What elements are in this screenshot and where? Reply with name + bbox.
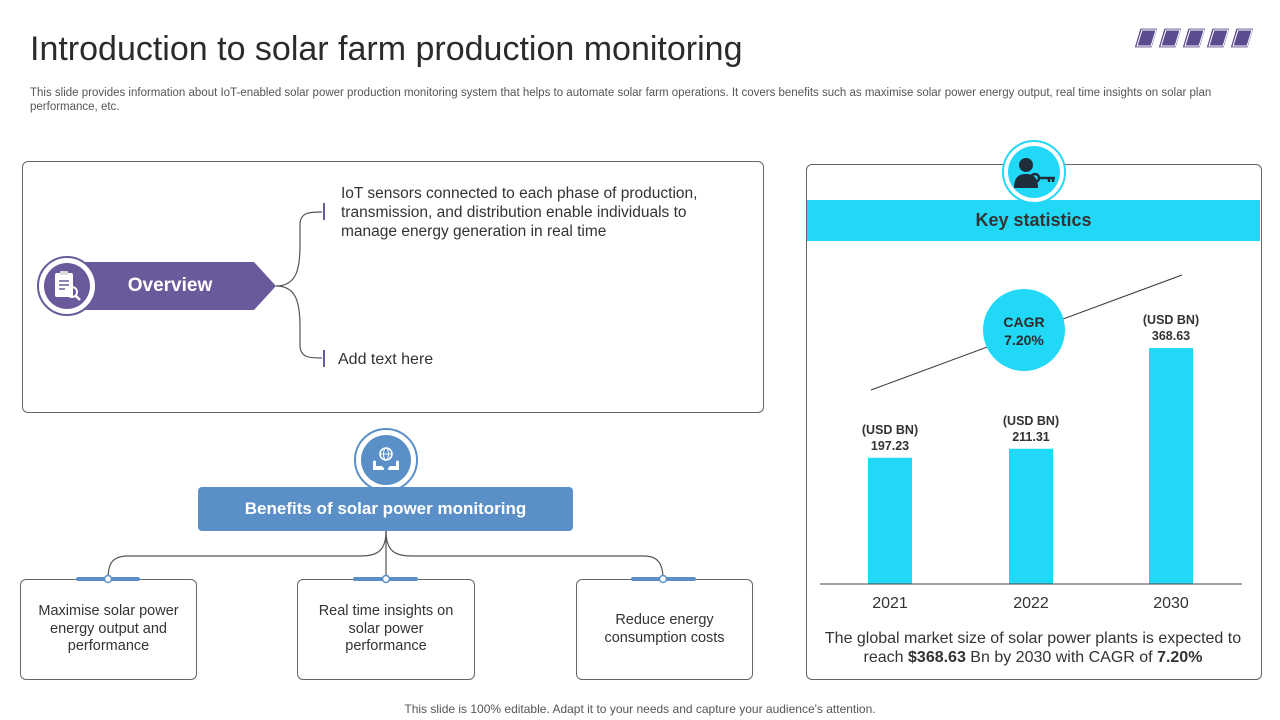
data-label-unit-2030: (USD BN) (1143, 313, 1199, 327)
data-label-2030: 368.63 (1152, 329, 1190, 343)
stats-title: Key statistics (807, 200, 1260, 241)
cagr-value: 7.20% (1004, 332, 1044, 348)
data-label-unit-2022: (USD BN) (1003, 414, 1059, 428)
benefit-card-tab-3 (631, 577, 696, 581)
bar-2021 (868, 457, 912, 584)
overview-banner (70, 262, 276, 310)
caption-middle: Bn by 2030 with CAGR of (965, 649, 1158, 666)
benefit-card-tab-2 (353, 577, 418, 581)
page-title: Introduction to solar farm production mo… (30, 30, 743, 68)
cagr-bubble (983, 289, 1065, 371)
bar-2022 (1009, 448, 1053, 584)
benefit-card-2: Real time insights on solar power perfor… (297, 579, 475, 680)
person-key-icon (1014, 158, 1055, 188)
overview-point-1: IoT sensors connected to each phase of p… (341, 185, 698, 240)
x-tick-2030: 2030 (1153, 595, 1189, 612)
data-label-2021: 197.23 (871, 439, 909, 453)
hands-globe-icon (373, 447, 399, 470)
overview-point-2: Add text here (338, 351, 434, 368)
benefit-card-3: Reduce energy consumption costs (576, 579, 753, 680)
footer-note: This slide is 100% editable. Adapt it to… (404, 702, 876, 716)
benefit-card-tab-1 (76, 577, 140, 581)
stats-caption: The global market size of solar power pl… (818, 629, 1248, 667)
decorative-parallelograms-icon (1134, 27, 1255, 49)
benefits-title: Benefits of solar power monitoring (198, 487, 573, 531)
benefit-text-2: Real time insights on solar power perfor… (318, 603, 454, 655)
x-tick-2022: 2022 (1013, 595, 1049, 612)
data-label-unit-2021: (USD BN) (862, 423, 918, 437)
benefit-text-1: Maximise solar power energy output and p… (38, 603, 179, 655)
page-subtitle: This slide provides information about Io… (30, 87, 1212, 113)
bar-2030 (1149, 348, 1193, 584)
cagr-label: CAGR (1003, 314, 1044, 330)
x-tick-2021: 2021 (872, 595, 908, 612)
report-magnifier-icon (55, 271, 81, 301)
overview-label: Overview (127, 275, 213, 296)
benefit-card-1: Maximise solar power energy output and p… (20, 579, 197, 680)
caption-cagr: 7.20% (1157, 649, 1203, 666)
data-label-2022: 211.31 (1012, 430, 1050, 444)
caption-prefix: The global market size of solar power pl… (824, 630, 1242, 666)
caption-value: $368.63 (908, 649, 966, 666)
benefit-text-3: Reduce energy consumption costs (604, 612, 725, 646)
stats-icon-circle (1008, 146, 1060, 198)
market-size-chart: (USD BN) 197.23 2021 (USD BN) 211.31 2022 (USD… (820, 274, 1242, 612)
